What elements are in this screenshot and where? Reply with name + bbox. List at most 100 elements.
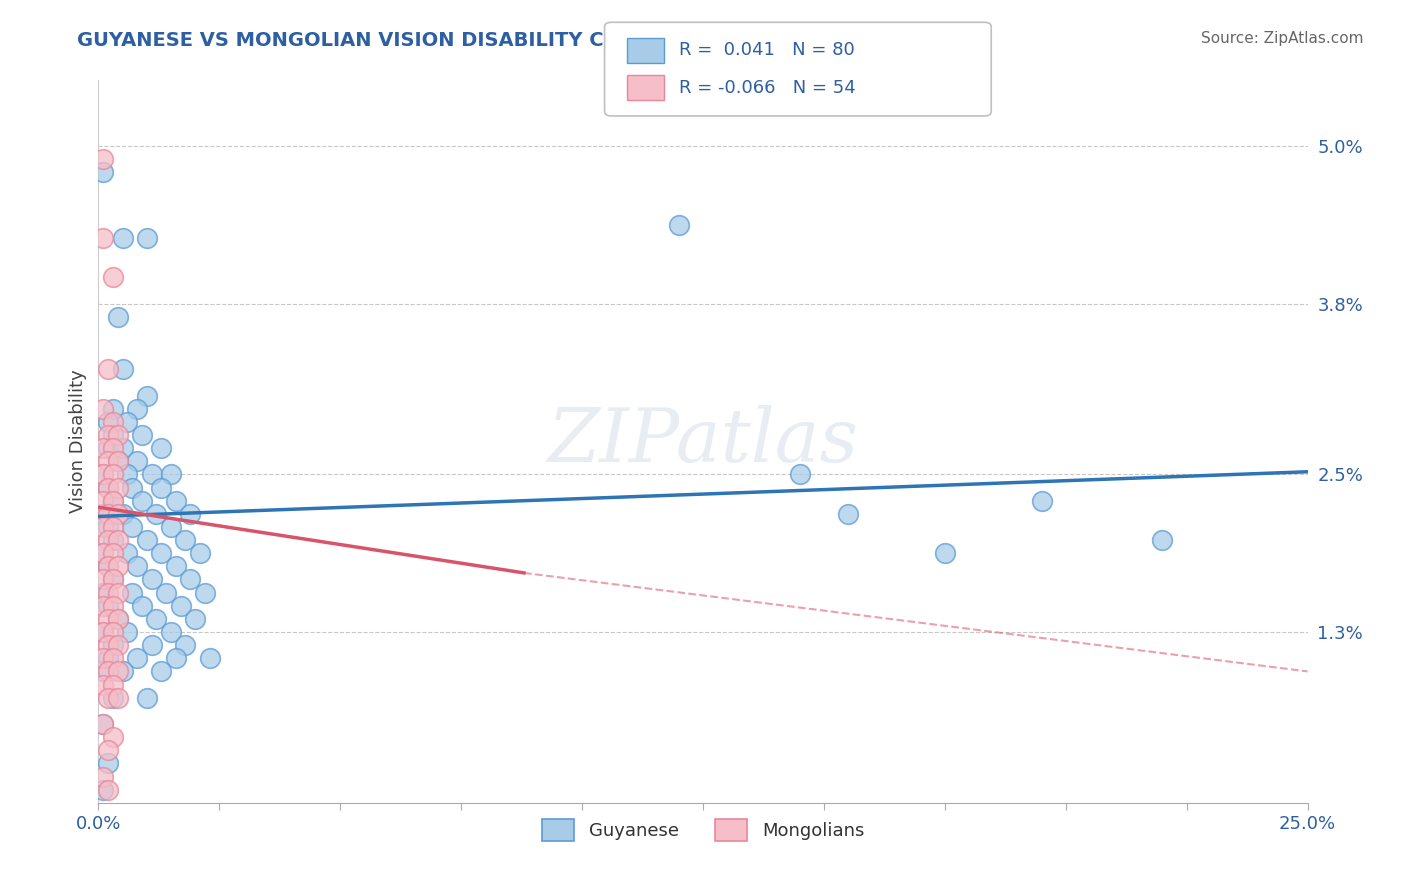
Point	[188, 546, 211, 560]
Y-axis label: Vision Disability: Vision Disability	[69, 369, 87, 514]
Point	[135, 388, 157, 402]
Point	[145, 612, 167, 626]
Point	[101, 428, 124, 442]
Point	[150, 546, 173, 560]
Point	[91, 401, 114, 416]
Point	[160, 467, 183, 482]
Point	[91, 441, 114, 455]
Point	[97, 481, 120, 495]
Point	[111, 231, 134, 245]
Point	[107, 454, 129, 468]
Point	[141, 467, 163, 482]
Point	[107, 559, 129, 574]
Point	[111, 665, 134, 679]
Point	[97, 441, 120, 455]
Point	[91, 665, 114, 679]
Point	[91, 573, 114, 587]
Point	[97, 599, 120, 613]
Point	[150, 665, 173, 679]
Point	[107, 481, 129, 495]
Text: ZIPatlas: ZIPatlas	[547, 405, 859, 478]
Point	[127, 651, 149, 665]
Point	[117, 546, 139, 560]
Point	[97, 415, 120, 429]
Point	[184, 612, 207, 626]
Point	[101, 651, 124, 665]
Point	[97, 454, 120, 468]
Point	[121, 585, 143, 599]
Point	[91, 677, 114, 691]
Text: R =  0.041   N = 80: R = 0.041 N = 80	[679, 42, 855, 60]
Point	[179, 507, 201, 521]
Point	[121, 481, 143, 495]
Point	[107, 507, 129, 521]
Point	[97, 559, 120, 574]
Point	[91, 507, 114, 521]
Point	[179, 573, 201, 587]
Point	[91, 546, 114, 560]
Point	[97, 428, 120, 442]
Text: R = -0.066   N = 54: R = -0.066 N = 54	[679, 78, 855, 96]
Point	[135, 231, 157, 245]
Point	[837, 507, 859, 521]
Point	[668, 218, 690, 232]
Point	[91, 520, 114, 534]
Point	[174, 638, 197, 652]
Point	[101, 546, 124, 560]
Point	[91, 625, 114, 640]
Point	[127, 454, 149, 468]
Point	[131, 493, 153, 508]
Point	[150, 481, 173, 495]
Point	[789, 467, 811, 482]
Point	[169, 599, 191, 613]
Point	[91, 651, 114, 665]
Point	[91, 585, 114, 599]
Point	[101, 690, 124, 705]
Point	[107, 612, 129, 626]
Point	[155, 585, 177, 599]
Point	[107, 638, 129, 652]
Point	[101, 520, 124, 534]
Point	[91, 467, 114, 482]
Point	[127, 401, 149, 416]
Point	[91, 546, 114, 560]
Point	[91, 599, 114, 613]
Point	[194, 585, 217, 599]
Point	[160, 625, 183, 640]
Point	[97, 481, 120, 495]
Legend: Guyanese, Mongolians: Guyanese, Mongolians	[534, 812, 872, 848]
Point	[107, 454, 129, 468]
Point	[91, 231, 114, 245]
Point	[97, 559, 120, 574]
Point	[91, 717, 114, 731]
Point	[101, 415, 124, 429]
Point	[121, 520, 143, 534]
Point	[101, 270, 124, 285]
Point	[1152, 533, 1174, 547]
Point	[165, 651, 187, 665]
Text: Source: ZipAtlas.com: Source: ZipAtlas.com	[1201, 31, 1364, 46]
Point	[97, 665, 120, 679]
Point	[111, 441, 134, 455]
Point	[107, 665, 129, 679]
Point	[97, 638, 120, 652]
Point	[91, 165, 114, 179]
Point	[97, 756, 120, 771]
Point	[127, 559, 149, 574]
Point	[135, 533, 157, 547]
Point	[91, 152, 114, 166]
Text: GUYANESE VS MONGOLIAN VISION DISABILITY CORRELATION CHART: GUYANESE VS MONGOLIAN VISION DISABILITY …	[77, 31, 823, 50]
Point	[107, 533, 129, 547]
Point	[117, 625, 139, 640]
Point	[107, 428, 129, 442]
Point	[101, 401, 124, 416]
Point	[91, 625, 114, 640]
Point	[1031, 493, 1053, 508]
Point	[101, 493, 124, 508]
Point	[101, 573, 124, 587]
Point	[141, 573, 163, 587]
Point	[165, 493, 187, 508]
Point	[101, 573, 124, 587]
Point	[107, 690, 129, 705]
Point	[111, 507, 134, 521]
